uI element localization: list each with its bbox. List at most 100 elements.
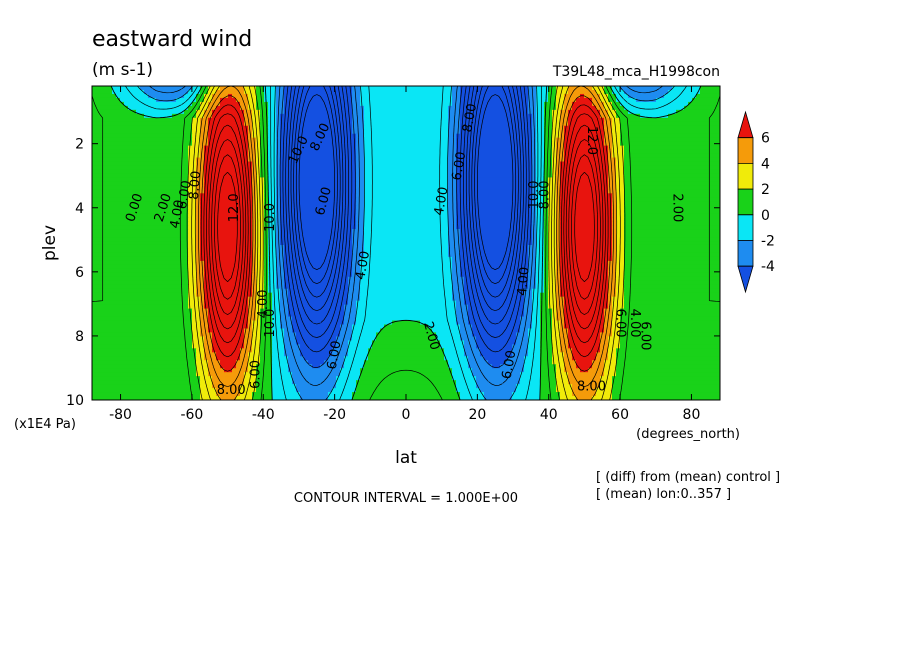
contour-fill-cell [264, 217, 269, 222]
contour-fill-cell [456, 169, 533, 175]
contour-fill-cell [352, 264, 361, 270]
contour-fill-cell [92, 181, 189, 186]
contour-fill-cell [188, 165, 197, 171]
y-tick-label: 10 [66, 393, 84, 409]
contour-fill-cell [268, 213, 277, 218]
diff-note: [ (diff) from (mean) control ] [596, 470, 780, 485]
contour-fill-cell [612, 205, 617, 210]
contour-fill-cell [564, 300, 609, 306]
contour-fill-cell [456, 213, 533, 218]
contour-fill-cell [564, 324, 605, 330]
contour-fill-cell [532, 177, 537, 182]
contour-fill-cell [260, 169, 269, 175]
contour-fill-cell [600, 97, 609, 103]
contour-fill-cell [256, 284, 265, 290]
contour-fill-cell [208, 312, 249, 318]
contour-fill-cell [460, 256, 529, 262]
contour-fill-cell [620, 308, 720, 314]
contour-fill-cell [556, 209, 561, 214]
contour-fill-cell [248, 368, 257, 373]
contour-fill-cell [204, 165, 253, 171]
contour-fill-cell [284, 97, 353, 103]
contour-fill-cell [192, 344, 205, 349]
contour-fill-cell [276, 141, 281, 147]
contour-fill-cell [360, 272, 453, 278]
contour-fill-cell [188, 237, 197, 242]
contour-fill-cell [352, 86, 361, 91]
contour-fill-cell [536, 276, 545, 282]
contour-fill-cell [360, 264, 453, 270]
contour-line [208, 124, 604, 330]
contour-fill-cell [616, 360, 720, 365]
contour-fill-cell [520, 372, 541, 377]
y-tick-label: 2 [75, 137, 84, 153]
contour-fill-cell [452, 272, 461, 278]
contour-fill-cell [256, 177, 265, 182]
contour-fill-cell [552, 129, 561, 135]
contour-fill-cell [268, 189, 277, 194]
contour-fill-cell [204, 177, 253, 182]
contour-fill-cell [380, 328, 433, 334]
contour-fill-cell [252, 233, 257, 238]
contour-fill-cell [552, 308, 557, 314]
contour-fill-cell [552, 324, 561, 330]
contour-fill-cell [536, 161, 545, 167]
contour-fill-cell [92, 304, 189, 310]
contour-fill-cell [468, 304, 525, 310]
contour-fill-cell [188, 217, 197, 222]
contour-fill-cell [236, 97, 249, 103]
contour-fill-cell [448, 141, 457, 147]
contour-fill-cell [216, 105, 241, 111]
contour-fill-cell [208, 324, 249, 330]
contour-fill-cell [600, 113, 609, 119]
contour-fill-cell [256, 384, 273, 389]
contour-fill-cell [276, 97, 285, 103]
contour-fill-cell [364, 165, 449, 171]
contour-fill-cell [268, 181, 277, 186]
contour-fill-cell [296, 384, 337, 389]
contour-fill-cell [252, 244, 257, 250]
contour-fill-cell [544, 113, 553, 119]
contour-fill-cell [564, 352, 573, 357]
contour-fill-cell [448, 252, 461, 258]
contour-fill-cell [464, 284, 529, 290]
contour-fill-cell [536, 284, 545, 290]
contour-fill-cell [448, 244, 461, 250]
contour-label: 6.00 [613, 309, 628, 338]
contour-fill-cell [300, 344, 337, 349]
contour-fill-cell [420, 320, 457, 326]
contour-fill-cell [528, 284, 537, 290]
contour-fill-cell [276, 169, 281, 175]
colorbar-label: 0 [761, 208, 770, 224]
contour-fill-cell [92, 260, 189, 266]
contour-fill-cell [544, 157, 553, 163]
contour-fill-cell [200, 244, 253, 250]
contour-fill-cell [532, 312, 541, 318]
contour-fill-cell [564, 304, 609, 310]
contour-fill-cell [544, 241, 549, 246]
contour-fill-cell [360, 260, 453, 266]
contour-fill-cell [608, 157, 617, 163]
contour-fill-cell [600, 344, 609, 349]
contour-fill-cell [460, 97, 529, 103]
contour-fill-cell [208, 105, 217, 111]
contour-fill-cell [256, 288, 265, 294]
contour-fill-cell [608, 169, 617, 175]
contour-fill-cell [360, 101, 453, 107]
contour-fill-cell [248, 105, 257, 111]
contour-fill-cell [564, 97, 577, 103]
contour-fill-cell [196, 157, 205, 163]
contour-fill-cell [260, 340, 273, 345]
contour-fill-cell [512, 344, 529, 349]
contour-fill-cell [448, 213, 457, 218]
contour-fill-cell [352, 241, 365, 246]
contour-fill-cell [616, 292, 625, 298]
contour-fill-cell [248, 137, 257, 143]
contour-fill-cell [368, 348, 445, 353]
contour-fill-cell [260, 312, 273, 318]
contour-fill-cell [200, 153, 205, 159]
contour-fill-cell [348, 300, 357, 306]
contour-fill-cell [92, 161, 189, 167]
contour-fill-cell [204, 272, 253, 278]
contour-fill-cell [188, 157, 197, 163]
